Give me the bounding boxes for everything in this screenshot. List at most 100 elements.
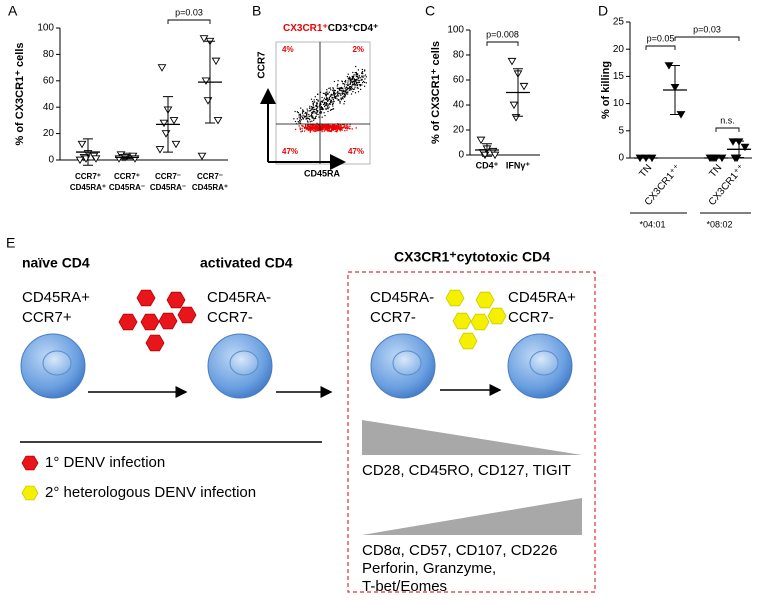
event-dot: [345, 92, 347, 94]
y-tick-label: 10: [613, 98, 625, 109]
event-dot: [305, 125, 307, 127]
quadrant-label: 47%: [282, 147, 298, 156]
event-dot: [312, 112, 314, 114]
event-dot: [335, 125, 337, 128]
event-dot: [334, 96, 336, 98]
flow-events: [293, 65, 367, 133]
event-dot: [327, 124, 329, 127]
event-dot: [342, 98, 344, 100]
event-dot: [323, 99, 325, 101]
event-dot: [325, 98, 327, 100]
cytotoxic-box: [347, 271, 596, 593]
event-dot: [321, 116, 323, 118]
error-bar: [670, 65, 680, 115]
event-dot: [333, 127, 336, 129]
event-dot: [344, 127, 346, 129]
cells: [20, 333, 573, 399]
event-dot: [294, 120, 297, 123]
event-dot: [313, 110, 315, 112]
event-dot: [321, 125, 323, 128]
event-dot: [356, 85, 358, 87]
event-dot: [345, 88, 347, 90]
event-dot: [336, 128, 339, 130]
event-dot: [348, 86, 350, 88]
event-dot: [353, 88, 356, 90]
event-dot: [321, 107, 324, 110]
y-axis-label: % of CX3CR1⁺ cells: [430, 41, 442, 144]
event-dot: [339, 89, 341, 92]
event-dot: [320, 127, 323, 130]
event-dot: [357, 87, 359, 89]
event-dot: [318, 116, 320, 118]
legend-swatch: [21, 455, 39, 471]
event-dot: [362, 80, 365, 83]
event-dot: [354, 84, 356, 86]
y-tick-label: 40: [43, 102, 55, 113]
event-dot: [350, 81, 352, 83]
event-dot: [356, 82, 358, 85]
event-dot: [357, 69, 359, 71]
event-dot: [355, 127, 357, 129]
event-dot: [328, 87, 330, 89]
dengue-secondary: [445, 289, 465, 307]
event-dot: [321, 107, 323, 109]
event-dot: [356, 76, 359, 78]
event-dot: [314, 101, 316, 103]
diagram: E naïve CD4 activated CD4 CX3CR1⁺cytotox…: [6, 235, 596, 595]
data-point: [75, 156, 85, 165]
event-dot: [345, 79, 347, 82]
event-dot: [347, 91, 349, 93]
event-dot: [317, 129, 319, 131]
data-point: [201, 77, 211, 85]
event-dot: [336, 98, 338, 100]
event-dot: [293, 118, 295, 120]
event-dot: [311, 106, 313, 108]
event-dot: [314, 116, 316, 118]
event-dot: [295, 128, 297, 131]
event-dot: [306, 116, 308, 118]
event-dot: [347, 125, 349, 127]
event-dot: [342, 83, 344, 85]
event-dot: [312, 111, 314, 113]
event-dot: [340, 126, 342, 129]
event-dot: [352, 88, 355, 90]
event-dot: [330, 94, 332, 96]
event-dot: [327, 108, 329, 110]
data-point: [203, 97, 213, 105]
event-dot: [338, 89, 340, 91]
event-dot: [335, 124, 337, 127]
event-dot: [338, 127, 340, 130]
event-dot: [321, 109, 324, 111]
event-dot: [312, 130, 314, 132]
event-dot: [325, 95, 327, 97]
event-dot: [298, 116, 300, 118]
event-dot: [309, 129, 311, 131]
event-dot: [343, 83, 345, 85]
event-dot: [314, 111, 316, 113]
event-dot: [299, 127, 301, 129]
event-dot: [336, 95, 338, 97]
event-dot: [323, 97, 326, 99]
y-tick-label: 0: [48, 155, 54, 166]
event-dot: [325, 102, 327, 104]
event-dot: [314, 105, 317, 107]
event-dot: [333, 80, 335, 83]
event-dot: [321, 96, 323, 99]
event-dot: [329, 100, 331, 103]
significance-label: p=0.008: [486, 29, 519, 39]
event-dot: [312, 104, 314, 106]
event-dot: [353, 75, 355, 77]
event-dot: [355, 80, 357, 82]
event-dot: [321, 123, 323, 126]
event-dot: [357, 73, 359, 75]
event-dot: [336, 92, 338, 94]
event-dot: [349, 88, 351, 90]
nucleus: [392, 350, 422, 376]
event-dot: [342, 127, 344, 129]
event-dot: [299, 116, 302, 118]
event-dot: [338, 128, 340, 130]
event-dot: [349, 83, 351, 85]
event-dot: [355, 65, 357, 68]
event-dot: [349, 80, 351, 82]
panel-letter: C: [425, 3, 435, 19]
